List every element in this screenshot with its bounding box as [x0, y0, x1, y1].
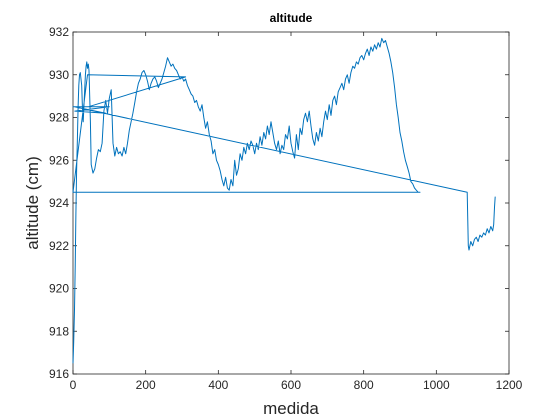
altitude-series-line [72, 37, 496, 364]
y-axis-label: altitude (cm) [23, 156, 42, 250]
y-tick-label: 928 [49, 111, 69, 125]
x-tick-label: 1200 [496, 378, 523, 392]
y-tick-label: 932 [49, 25, 69, 39]
x-axis-label: medida [263, 399, 319, 418]
x-tick-label: 400 [208, 378, 228, 392]
y-tick-label: 920 [49, 282, 69, 296]
y-tick-label: 926 [49, 153, 69, 167]
y-tick-label: 918 [49, 324, 69, 338]
x-tick-label: 200 [136, 378, 156, 392]
series-group [72, 37, 496, 364]
y-tick-label: 924 [49, 196, 69, 210]
chart-title: altitude [270, 11, 313, 25]
x-tick-label: 1000 [423, 378, 450, 392]
y-tick-label: 916 [49, 367, 69, 381]
x-tick-label: 800 [354, 378, 374, 392]
y-tick-label: 922 [49, 239, 69, 253]
y-tick-label: 930 [49, 68, 69, 82]
x-tick-label: 0 [70, 378, 77, 392]
x-tick-label: 600 [281, 378, 301, 392]
axis-ticks: 0 200 400 600 800 1000 1200 916 918 920 922 924 926 9… [49, 25, 523, 392]
